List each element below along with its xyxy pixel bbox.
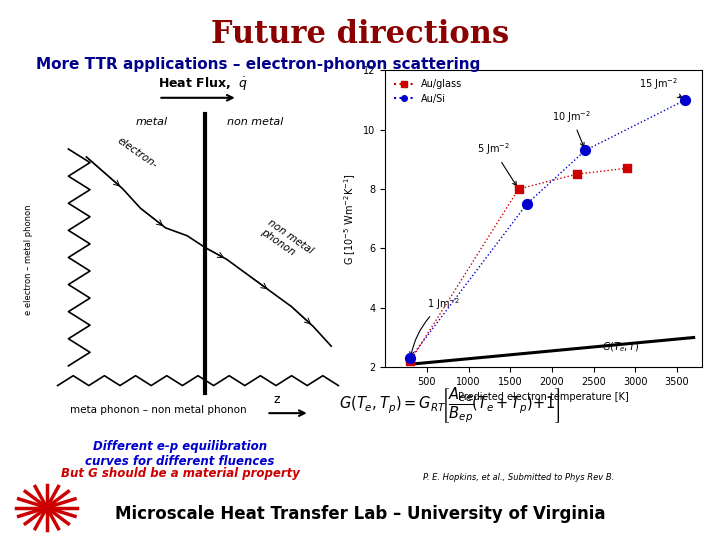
Text: More TTR applications – electron-phonon scattering: More TTR applications – electron-phonon … <box>36 57 480 72</box>
Point <box>513 185 524 193</box>
Point <box>680 96 691 104</box>
Text: Future directions: Future directions <box>211 19 509 50</box>
Text: Heat Flux,  $\dot{q}$: Heat Flux, $\dot{q}$ <box>158 76 249 93</box>
Legend: Au/glass, Au/Si: Au/glass, Au/Si <box>390 75 467 107</box>
Text: e electron – metal phonon: e electron – metal phonon <box>24 204 33 315</box>
Text: $G(T_e, T)$: $G(T_e, T)$ <box>602 340 639 354</box>
Y-axis label: G [10$^{-5}$ Wm$^{-2}$K$^{-1}$]: G [10$^{-5}$ Wm$^{-2}$K$^{-1}$] <box>342 173 358 265</box>
Text: 10 Jm$^{-2}$: 10 Jm$^{-2}$ <box>552 109 591 147</box>
Text: Microscale Heat Transfer Lab – University of Virginia: Microscale Heat Transfer Lab – Universit… <box>114 505 606 523</box>
Point <box>521 199 533 208</box>
Text: metal: metal <box>135 117 167 127</box>
Text: P. E. Hopkins, et al., Submitted to Phys Rev B.: P. E. Hopkins, et al., Submitted to Phys… <box>423 472 614 482</box>
Text: z: z <box>274 393 280 406</box>
Point <box>621 164 633 172</box>
Text: But G should be a material property: But G should be a material property <box>60 467 300 480</box>
Text: $G(T_e, T_p) = G_{RT}\!\left[\dfrac{A_{ee}}{B_{ep}}\!\left(T_e + T_p\right)\!+\!: $G(T_e, T_p) = G_{RT}\!\left[\dfrac{A_{e… <box>338 385 561 424</box>
Text: electron-: electron- <box>115 136 159 171</box>
Text: non metal: non metal <box>228 117 284 127</box>
Text: non metal
phonon: non metal phonon <box>259 218 315 265</box>
Point <box>405 357 416 366</box>
Text: Different e-p equilibration
curves for different fluences: Different e-p equilibration curves for d… <box>85 440 275 468</box>
Point <box>580 146 591 154</box>
Point <box>405 354 416 363</box>
Text: 1 Jm$^{-2}$: 1 Jm$^{-2}$ <box>410 296 460 356</box>
Point <box>571 170 582 178</box>
Text: 5 Jm$^{-2}$: 5 Jm$^{-2}$ <box>477 141 516 186</box>
Text: 15 Jm$^{-2}$: 15 Jm$^{-2}$ <box>639 76 682 98</box>
Text: meta phonon – non metal phonon: meta phonon – non metal phonon <box>70 405 247 415</box>
X-axis label: Predicted electron temperature [K]: Predicted electron temperature [K] <box>458 393 629 402</box>
